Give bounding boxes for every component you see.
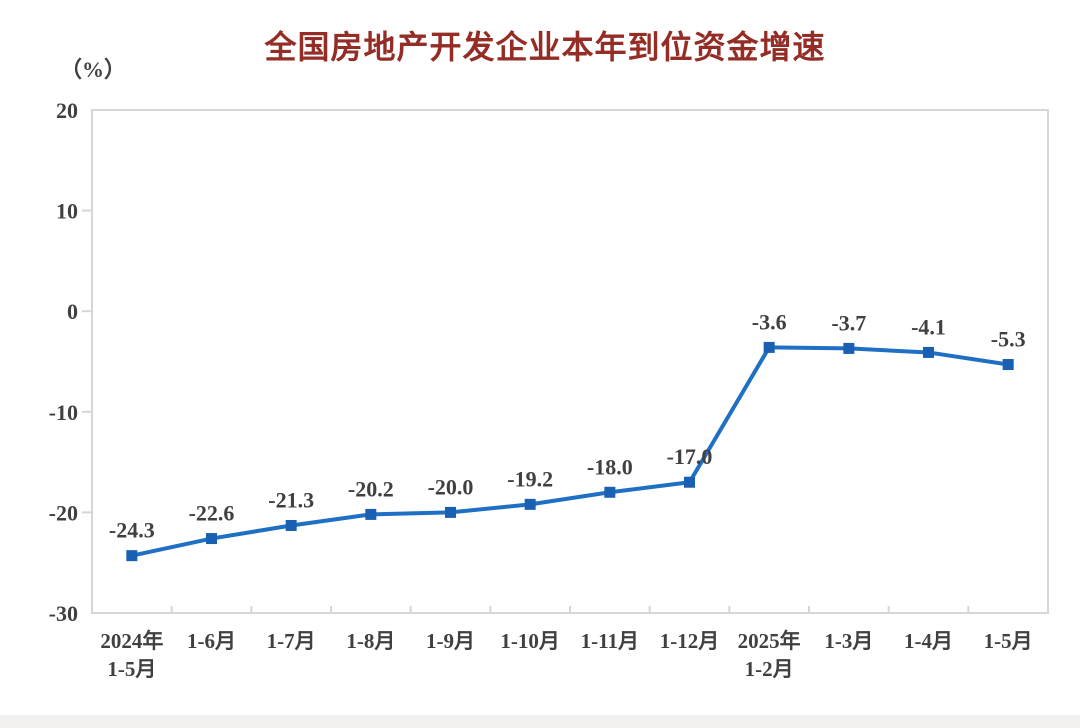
y-axis-tick-label: 0 — [67, 299, 78, 324]
data-point-label: -5.3 — [991, 327, 1026, 352]
x-axis-label: 2025年 1-2月 — [738, 629, 801, 681]
page-bottom-strip — [0, 715, 1080, 728]
data-point-label: -19.2 — [507, 466, 553, 491]
x-axis-label: 1-4月 — [904, 629, 953, 653]
y-axis-tick-label: -30 — [49, 601, 78, 626]
x-axis-label: 1-7月 — [267, 629, 316, 653]
x-axis-label: 1-11月 — [581, 629, 639, 653]
x-axis-label: 1-12月 — [660, 629, 720, 653]
y-axis-tick-label: 20 — [56, 98, 78, 123]
data-point-marker — [604, 486, 616, 498]
data-point-label: -4.1 — [911, 314, 946, 339]
data-line — [131, 345, 1009, 558]
data-point-label: -20.0 — [428, 474, 474, 499]
y-axis-tick-label: 10 — [56, 199, 78, 224]
data-point-label: -24.3 — [109, 518, 155, 543]
data-point-marker — [365, 508, 377, 520]
y-axis-tick-label: -10 — [49, 400, 78, 425]
x-axis-label: 1-9月 — [426, 629, 475, 653]
data-point-marker — [1002, 359, 1014, 371]
chart-title: 全国房地产开发企业本年到位资金增速 — [264, 29, 826, 65]
data-point-label: -3.6 — [752, 309, 787, 334]
data-point-marker — [285, 519, 297, 531]
data-point-marker — [843, 342, 855, 354]
x-axis-label: 1-8月 — [346, 629, 395, 653]
data-point-label: -22.6 — [189, 501, 235, 526]
data-point-marker — [524, 498, 536, 510]
x-axis-label: 1-5月 — [984, 629, 1033, 653]
data-point-label: -21.3 — [268, 487, 314, 512]
data-point-marker — [126, 550, 138, 562]
x-axis-label: 2024年 1-5月 — [100, 629, 163, 681]
data-point-label: -20.2 — [348, 476, 394, 501]
y-axis-tick-label: -20 — [49, 500, 78, 525]
data-point-marker — [445, 506, 456, 518]
data-point-label: -17.0 — [667, 444, 713, 469]
data-point-marker — [206, 533, 217, 545]
data-point-marker — [923, 346, 934, 358]
data-point-label: -18.0 — [587, 454, 633, 479]
data-point-label: -3.7 — [831, 310, 866, 335]
y-axis-unit-label: （%） — [60, 57, 127, 82]
data-point-marker — [763, 341, 775, 353]
x-axis-label: 1-3月 — [824, 629, 873, 653]
x-axis-label: 1-6月 — [187, 629, 236, 653]
x-axis-label: 1-10月 — [500, 629, 560, 653]
plot-area-border — [91, 109, 1049, 614]
data-point-marker — [684, 476, 695, 488]
